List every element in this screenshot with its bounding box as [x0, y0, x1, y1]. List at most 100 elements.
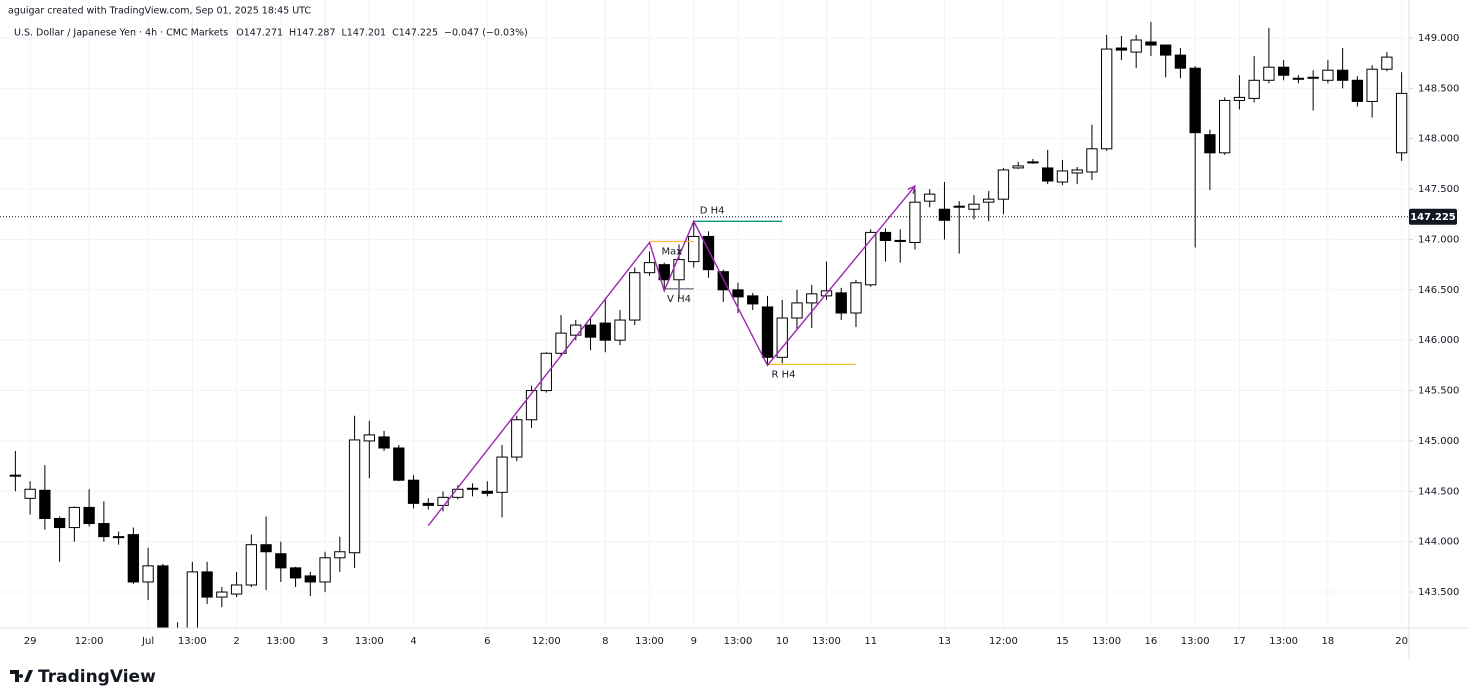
- zigzag-line: [427, 185, 916, 526]
- legend: U.S. Dollar / Japanese Yen · 4h · CMC Ma…: [14, 28, 528, 39]
- candle-body: [9, 474, 22, 477]
- candle-body: [83, 506, 95, 525]
- candle-body: [1307, 76, 1319, 79]
- x-tick-label: 13:00: [1181, 636, 1210, 647]
- y-tick-label: 148.500: [1418, 83, 1459, 94]
- candle-body: [1056, 170, 1069, 183]
- level-label: D H4: [700, 205, 725, 216]
- candle-body: [747, 295, 759, 305]
- candle-body: [1174, 54, 1187, 69]
- candle-body: [68, 506, 81, 529]
- change: −0.047 (−0.03%): [444, 28, 528, 39]
- candle-body: [157, 565, 169, 628]
- candle-body: [1145, 41, 1157, 46]
- candle-body: [1086, 148, 1098, 173]
- x-tick-label: 12:00: [75, 636, 104, 647]
- x-tick-label: 10: [776, 636, 789, 647]
- x-tick-label: 13:00: [266, 636, 295, 647]
- candle-body: [334, 551, 346, 559]
- candle-body: [1351, 79, 1364, 102]
- candle-body: [525, 390, 538, 421]
- y-tick-label: 147.000: [1418, 234, 1459, 245]
- candle-body: [1042, 167, 1054, 182]
- candle-body: [363, 434, 375, 442]
- candle-body: [1322, 69, 1334, 81]
- y-tick-label: 149.000: [1418, 33, 1459, 44]
- candle-body: [717, 271, 729, 291]
- candle-body: [702, 235, 715, 271]
- candle-body: [245, 544, 257, 586]
- candle-body: [643, 262, 656, 274]
- candle-body: [378, 436, 390, 449]
- candle-body: [511, 419, 523, 458]
- x-tick-label: 29: [24, 636, 37, 647]
- candle-body: [688, 235, 700, 263]
- candle-body: [1233, 96, 1246, 101]
- candle-body: [909, 201, 921, 243]
- ohlc-value: 147.201: [347, 28, 386, 39]
- candle-body: [806, 293, 818, 304]
- candle-body: [983, 198, 995, 203]
- x-tick-label: 20: [1395, 636, 1408, 647]
- candle-body: [761, 306, 774, 358]
- y-tick-label: 143.500: [1418, 587, 1459, 598]
- x-tick-label: 15: [1056, 636, 1069, 647]
- candle-body: [570, 324, 582, 336]
- candle-body: [850, 282, 862, 314]
- candle-body: [304, 575, 316, 583]
- candle-body: [835, 292, 847, 314]
- candle-body: [1381, 56, 1393, 70]
- grid: [0, 0, 1409, 628]
- candle-body: [1366, 68, 1378, 102]
- candle-body: [540, 352, 552, 392]
- level-label: R H4: [771, 369, 795, 380]
- x-tick-label: 12:00: [989, 636, 1018, 647]
- candle-body: [1027, 161, 1039, 164]
- x-tick-label: 6: [484, 636, 490, 647]
- candle-body: [112, 536, 125, 539]
- candle-body: [319, 557, 331, 583]
- candle-body: [1395, 92, 1408, 154]
- x-tick-label: 8: [602, 636, 608, 647]
- candle-body: [614, 319, 626, 341]
- candle-body: [938, 208, 951, 221]
- ohlc-label: H: [289, 28, 296, 39]
- y-tick-label: 148.000: [1418, 134, 1459, 145]
- candle-body: [53, 517, 66, 529]
- ohlc-label: C: [392, 28, 399, 39]
- candle-body: [1115, 47, 1128, 51]
- y-tick-label: 145.000: [1418, 436, 1459, 447]
- candle-body: [894, 239, 906, 242]
- candle-body: [1204, 134, 1216, 154]
- x-tick-label: 11: [864, 636, 877, 647]
- ohlc-value: 147.225: [399, 28, 438, 39]
- candle-body: [289, 567, 302, 579]
- ohlc-label: O: [236, 28, 243, 39]
- ohlc-value: 147.287: [296, 28, 335, 39]
- brand: TradingView: [38, 667, 156, 687]
- current-price-label: 147.225: [1410, 212, 1456, 223]
- x-tick-label: 13: [938, 636, 951, 647]
- candle-body: [201, 571, 213, 598]
- candle-body: [1277, 66, 1290, 76]
- candle-body: [924, 193, 936, 202]
- candle-body: [953, 205, 965, 208]
- candle-body: [1130, 39, 1142, 53]
- candle-body: [1160, 44, 1172, 56]
- candle-body: [98, 523, 110, 538]
- y-tick-label: 146.000: [1418, 335, 1459, 346]
- x-tick-label: 17: [1233, 636, 1246, 647]
- candle-body: [496, 456, 508, 493]
- ohlc-value: 147.271: [244, 28, 283, 39]
- current-price-tag: [1409, 208, 1457, 225]
- logo: TradingView: [10, 667, 156, 687]
- candle-body: [968, 203, 980, 210]
- candle-body: [348, 439, 361, 554]
- candle-body: [481, 490, 493, 494]
- candle-body: [599, 322, 611, 341]
- x-tick-label: 18: [1322, 636, 1335, 647]
- candle-body: [437, 496, 449, 506]
- candle-body: [732, 289, 744, 298]
- candle-body: [1292, 77, 1305, 80]
